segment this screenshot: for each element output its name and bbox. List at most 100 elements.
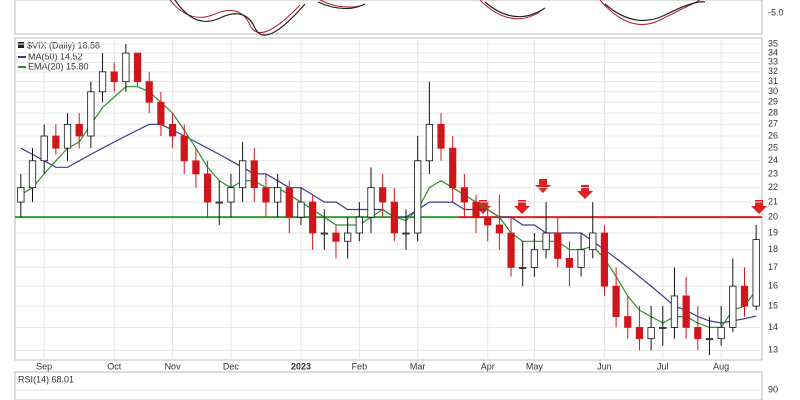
legend-ema: EMA(20) 15.80 xyxy=(28,61,89,71)
candle-body xyxy=(274,187,282,203)
arrow xyxy=(514,200,530,214)
candle-body xyxy=(320,232,328,235)
x-tick-label: Sep xyxy=(36,361,52,371)
candle-body xyxy=(752,239,760,307)
legend-swatch xyxy=(18,42,24,48)
candle-body xyxy=(145,81,153,103)
y-tick-label: 23 xyxy=(768,168,778,178)
candle-body xyxy=(507,232,515,268)
candle-body xyxy=(589,232,597,251)
candle-body xyxy=(355,216,363,234)
x-tick-label: Aug xyxy=(713,361,729,371)
candle-body xyxy=(309,201,317,234)
candle-body xyxy=(740,285,749,307)
y-tick-label: 14 xyxy=(768,322,778,332)
x-tick-label: Nov xyxy=(165,361,182,371)
y-tick-label: 25 xyxy=(768,143,778,153)
candle-body xyxy=(694,327,702,340)
candle-body xyxy=(122,52,130,83)
candle-body xyxy=(262,187,270,203)
candle-body xyxy=(414,160,422,234)
candle-body xyxy=(554,232,562,259)
x-tick-label: Apr xyxy=(481,361,495,371)
y-tick-label: 17 xyxy=(768,262,778,272)
y-tick-label: 13 xyxy=(768,345,778,355)
candle-body xyxy=(425,123,433,162)
rsi-label: RSI(14) 68.01 xyxy=(18,374,74,384)
candle-body xyxy=(168,123,177,137)
candle-body xyxy=(635,327,644,340)
x-tick-label: 2023 xyxy=(291,361,311,371)
candle-body xyxy=(472,201,480,218)
y-tick-label: 24 xyxy=(768,155,778,165)
candle-body xyxy=(402,232,410,235)
candle-body xyxy=(495,224,503,234)
candle-body xyxy=(87,91,95,137)
candle-body xyxy=(367,187,375,218)
candle-body xyxy=(192,160,200,175)
candle-body xyxy=(227,187,235,203)
candle-body xyxy=(157,101,165,125)
candle-body xyxy=(215,201,223,204)
candle-body xyxy=(612,285,620,317)
y-tick-label: 26 xyxy=(768,130,778,140)
candle-body xyxy=(460,187,468,203)
candle-body xyxy=(624,316,632,328)
candle-body xyxy=(565,258,574,268)
candle-body xyxy=(390,201,398,234)
y-tick-label: 16 xyxy=(768,281,778,291)
x-tick-label: Jul xyxy=(657,361,669,371)
oscillator-signal xyxy=(169,0,701,34)
arrow xyxy=(535,179,551,193)
candle-body xyxy=(297,201,305,218)
candle-body xyxy=(110,71,118,83)
candle-body xyxy=(180,135,188,162)
legend-symbol: $VIX (Daily) 18.58 xyxy=(27,40,100,50)
x-tick-label: Mar xyxy=(410,361,426,371)
y-tick-label: 21 xyxy=(768,196,778,206)
y-tick-label: 19 xyxy=(768,227,778,237)
x-tick-label: Oct xyxy=(107,361,122,371)
candle-body xyxy=(75,123,83,137)
legend-ma: MA(50) 14.52 xyxy=(28,51,83,61)
y-tick-label: 28 xyxy=(768,107,778,117)
candle-body xyxy=(484,216,492,226)
y-tick-label: 20 xyxy=(768,212,778,222)
candle-body xyxy=(542,232,550,251)
y-tick-label: 30 xyxy=(768,86,778,96)
candle-body xyxy=(40,135,48,162)
candle-body xyxy=(285,187,293,218)
candle-body xyxy=(379,187,387,203)
candle-body xyxy=(63,123,72,149)
candle-body xyxy=(52,135,60,149)
y-tick-label: 31 xyxy=(768,76,778,86)
candle-body xyxy=(577,249,585,268)
candle-body xyxy=(717,327,725,340)
candle-body xyxy=(705,338,714,341)
candle-body xyxy=(519,266,527,269)
y-tick-label: 33 xyxy=(768,57,778,67)
candle-body xyxy=(17,187,25,203)
candle-body xyxy=(437,123,445,149)
candle-body xyxy=(647,327,655,340)
candle-body xyxy=(203,173,212,203)
x-tick-label: Dec xyxy=(223,361,240,371)
candle-body xyxy=(28,160,37,189)
candle-body xyxy=(133,52,142,83)
y-tick-label: 34 xyxy=(768,47,778,57)
top-tick-label: -5.0 xyxy=(768,7,784,17)
candle-body xyxy=(344,232,352,242)
y-tick-label: 29 xyxy=(768,97,778,107)
candle-body xyxy=(682,295,690,328)
y-tick-label: 35 xyxy=(768,38,778,48)
candle-body xyxy=(600,232,609,287)
y-tick-label: 22 xyxy=(768,182,778,192)
y-tick-label: 32 xyxy=(768,66,778,76)
candle-body xyxy=(250,160,258,189)
candle-body xyxy=(98,71,107,93)
top-panel xyxy=(14,0,763,35)
candle-body xyxy=(238,160,247,189)
y-tick-label: 27 xyxy=(768,119,778,129)
